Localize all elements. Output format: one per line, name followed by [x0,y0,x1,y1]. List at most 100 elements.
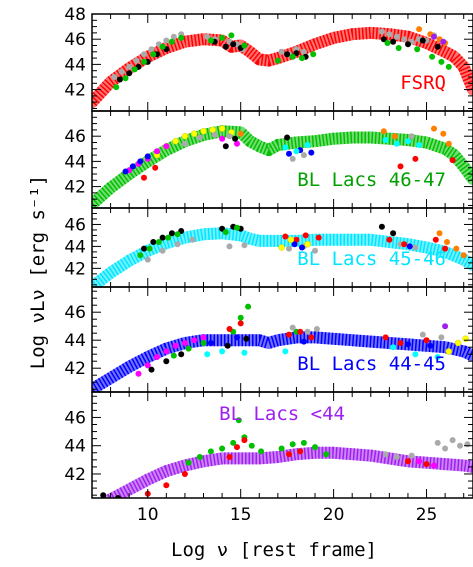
data-point [181,471,188,477]
data-point [222,143,229,150]
data-point [414,46,421,53]
data-point [159,43,166,50]
data-point [218,125,226,132]
data-point [204,33,211,40]
y-axis-title: Log νLν [erg s⁻¹] [27,175,49,369]
panel-4: 42 44 46 BL Lacs 44-45 [64,286,473,393]
data-point [434,354,441,360]
data-point [412,351,419,358]
data-point [412,244,419,251]
data-point [219,445,226,452]
data-point [393,140,400,147]
panel-frame [91,391,473,499]
data-point [224,342,231,349]
data-point [230,439,237,446]
data-point [207,340,214,346]
data-point [163,358,170,365]
data-point [163,143,170,150]
data-point [137,158,144,165]
data-point [457,442,463,449]
data-point [278,244,285,251]
data-point [235,417,242,424]
data-point [243,335,250,342]
data-point [241,437,248,444]
panel-plot-area [92,303,473,392]
data-point [230,41,237,48]
data-point [401,241,408,248]
data-point [100,492,107,498]
data-point [436,230,443,237]
data-point [284,134,291,141]
data-point [144,153,151,160]
data-point [234,444,240,451]
y-tick-label: 42 [64,81,86,101]
x-tick-label: 25 [416,505,438,525]
x-tick-label: 10 [137,505,159,525]
data-point [462,335,469,343]
data-point [181,340,188,346]
data-point [416,142,423,148]
data-point [395,45,402,51]
data-point [204,351,211,358]
data-point [129,163,136,170]
data-point [431,125,437,132]
panel-plot-area [100,417,473,498]
data-point [137,252,144,259]
data-point [378,223,385,230]
data-point [438,58,445,65]
data-point [405,41,411,48]
data-point [442,323,449,330]
panel-label: BL Lacs 44-45 [297,353,446,375]
data-point [181,140,188,147]
data-point [286,150,292,157]
panel-label: BL Lacs 45-46 [297,248,446,270]
data-point [144,256,151,263]
data-point [248,442,255,449]
data-point [168,230,175,237]
data-point [237,320,244,327]
data-point [154,354,160,360]
y-tick-label: 42 [64,359,86,379]
data-point [163,348,170,355]
x-axis-title: Log ν [rest frame] [171,539,377,561]
data-point [390,230,397,237]
panel-label: BL Lacs 46-47 [297,169,446,191]
data-point [291,241,298,248]
data-point [219,34,226,41]
data-point [219,348,226,355]
y-tick-label: 44 [64,237,86,257]
data-point [293,50,300,57]
data-point [274,57,281,64]
data-point [172,137,179,145]
data-point [234,140,240,147]
data-point [234,224,240,231]
data-point [300,439,307,446]
data-point [300,338,307,345]
y-tick-label: 46 [64,408,86,428]
data-point [237,130,244,137]
data-point [431,462,437,469]
data-point [434,43,441,50]
data-point [282,144,289,151]
data-point [150,239,157,245]
y-tick-label: 44 [64,331,86,351]
data-point [440,38,447,45]
data-point [278,48,285,55]
y-tick-label: 44 [64,437,86,457]
panel-plot-area [92,125,473,208]
data-point [286,245,292,252]
data-point [170,33,177,40]
data-point [312,247,318,254]
data-point [118,68,125,75]
data-point [390,38,397,45]
data-point [232,135,239,142]
data-point [304,142,311,148]
data-point [282,348,289,355]
data-point [159,234,166,241]
data-point [141,245,147,252]
data-point [419,37,426,44]
data-point [442,245,449,252]
data-point [200,334,207,341]
data-point [460,252,467,259]
